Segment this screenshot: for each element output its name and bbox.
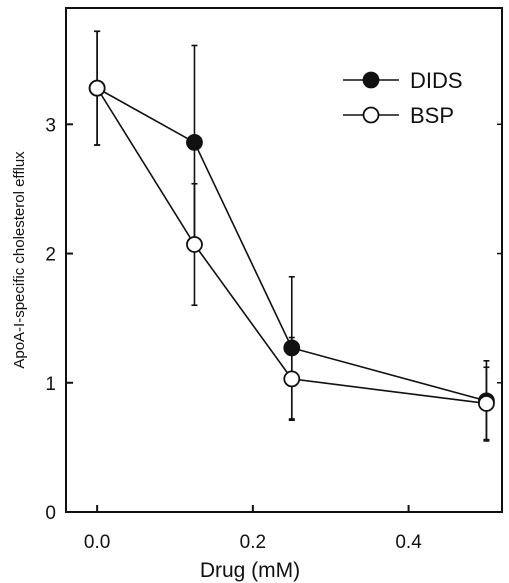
- legend-marker: [362, 71, 380, 89]
- series-bsp: [88, 30, 495, 441]
- legend-item-bsp: BSP: [343, 103, 454, 128]
- legend-marker: [362, 106, 380, 124]
- legend-label: BSP: [410, 103, 454, 128]
- series-layer: [88, 30, 495, 442]
- y-axis: 0 1 2 3: [45, 115, 502, 524]
- x-tick-label: 0.0: [84, 532, 110, 553]
- x-axis: 0.0 0.2 0.4: [84, 505, 422, 553]
- x-axis-title: Drug (mM): [200, 559, 300, 582]
- y-tick-label: 2: [45, 245, 56, 266]
- data-point: [88, 79, 106, 97]
- x-tick-label: 0.2: [240, 532, 266, 553]
- data-point: [283, 370, 301, 388]
- series-line: [96, 87, 487, 405]
- y-tick-label: 0: [45, 503, 56, 524]
- legend-label: DIDS: [410, 68, 463, 93]
- legend-item-dids: DIDS: [343, 68, 463, 93]
- x-tick-label: 0.4: [395, 532, 422, 553]
- plot-frame: [65, 7, 503, 513]
- series-line: [96, 87, 487, 402]
- y-axis-title: ApoA-I-specific cholesterol efflux: [11, 151, 28, 369]
- data-point: [478, 395, 495, 412]
- data-point: [186, 236, 203, 253]
- data-point: [186, 133, 203, 151]
- legend: DIDS BSP: [343, 68, 463, 128]
- y-tick-label: 3: [45, 115, 56, 136]
- y-tick-label: 1: [45, 374, 56, 395]
